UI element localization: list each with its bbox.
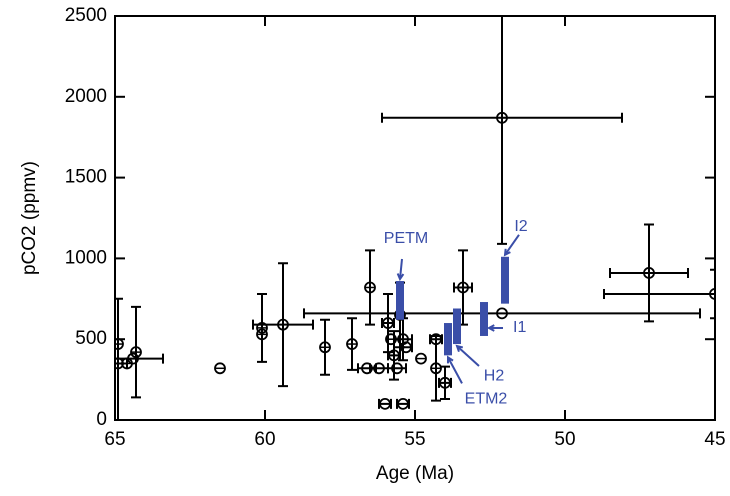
plot-area	[115, 16, 715, 420]
event-range	[480, 302, 488, 336]
y-error-bar	[710, 268, 715, 320]
y-tick-label: 2500	[65, 5, 107, 26]
y-tick-label: 2000	[65, 86, 107, 107]
event-range	[501, 256, 509, 304]
event-range	[444, 323, 452, 356]
y-axis-label: pCO2 (ppmv)	[19, 161, 40, 275]
annotation-label: I1	[513, 319, 526, 336]
y-tick-label: 0	[96, 409, 107, 430]
event-range	[453, 308, 461, 345]
x-tick-label: 55	[404, 429, 425, 450]
annotation-label: I2	[514, 218, 527, 235]
annotation-arrow	[396, 258, 405, 282]
y-tick-label: 500	[75, 328, 107, 349]
x-tick-label: 50	[554, 429, 575, 450]
x-axis-label: Age (Ma)	[376, 463, 454, 484]
annotation-arrow	[446, 355, 463, 384]
annotation-arrow	[486, 324, 503, 332]
annotation-label: PETM	[384, 230, 428, 247]
plot-frame	[114, 15, 716, 421]
x-tick-label: 45	[704, 429, 725, 450]
x-tick-label: 60	[254, 429, 275, 450]
event-range	[396, 281, 404, 320]
x-tick-label: 65	[104, 429, 125, 450]
y-tick-label: 1500	[65, 167, 107, 188]
annotation-label: H2	[484, 367, 505, 384]
x-error-bar	[603, 288, 715, 299]
annotation-arrow	[455, 344, 480, 367]
y-tick-label: 1000	[65, 247, 107, 268]
annotation-arrow	[503, 234, 520, 257]
annotation-label: ETM2	[465, 391, 508, 408]
